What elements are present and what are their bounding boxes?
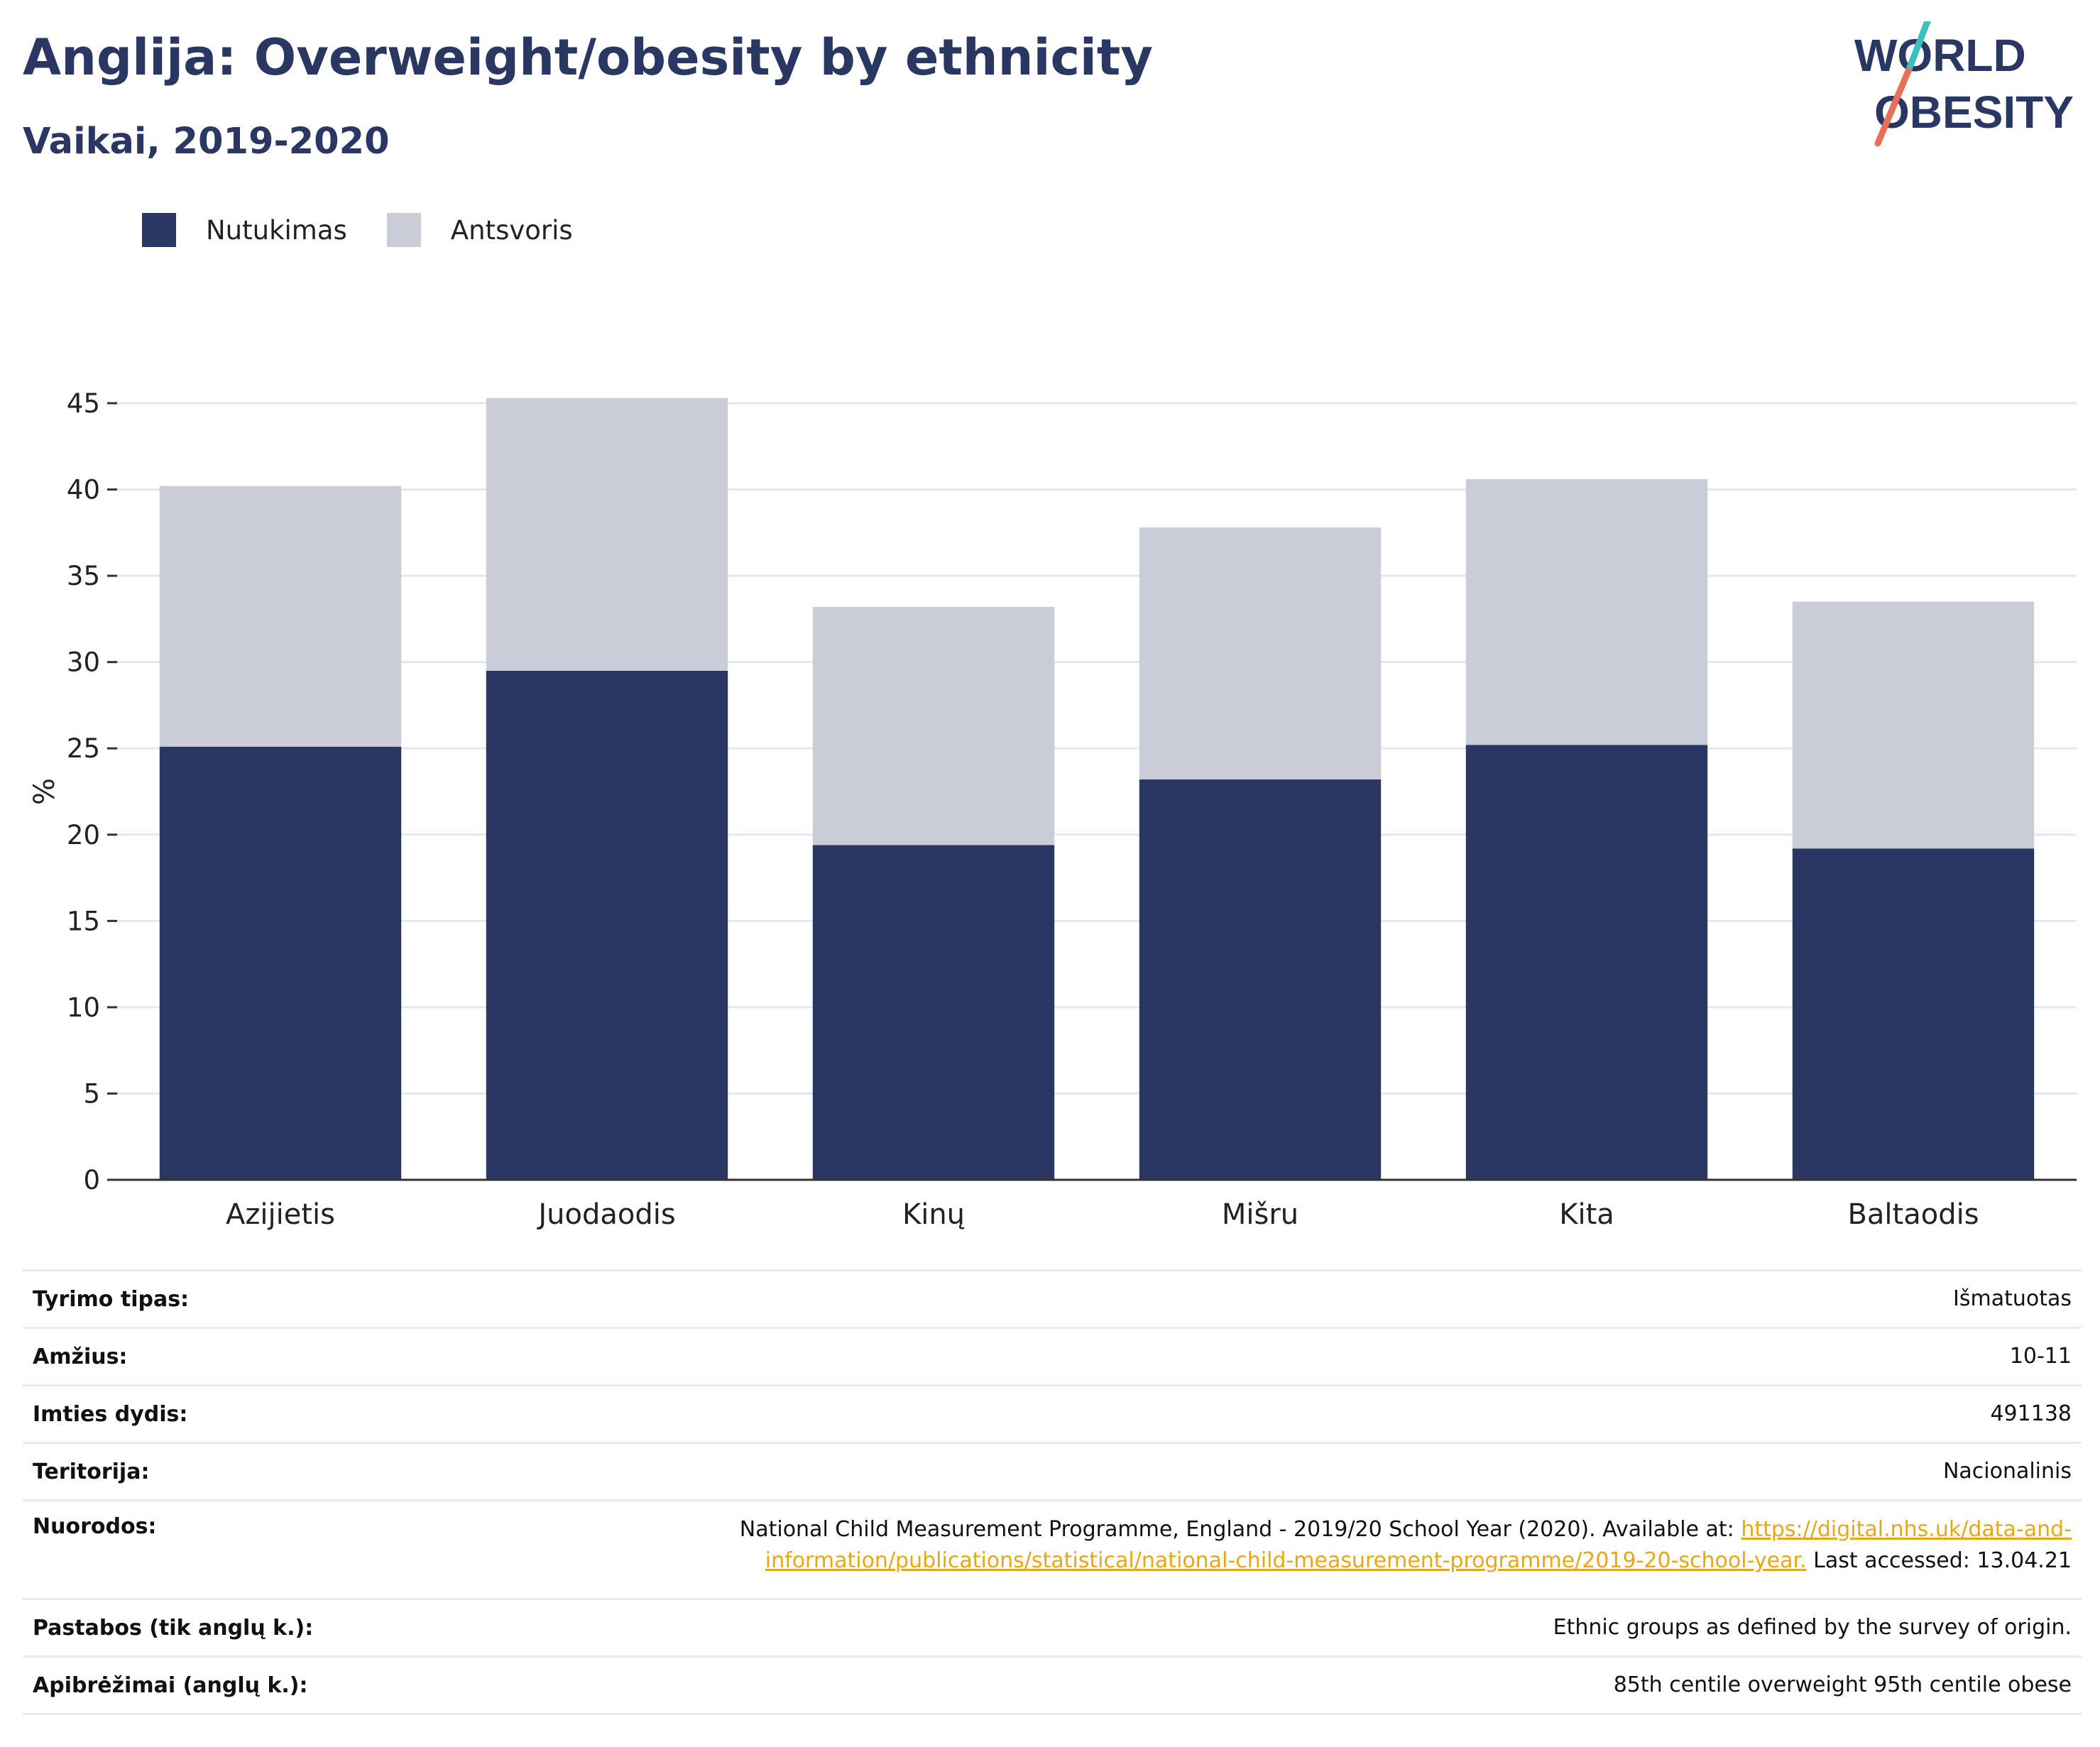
x-tick-label: Mišru <box>1222 1198 1298 1231</box>
legend-swatch-obesity <box>142 213 176 247</box>
bar-segment-obesity <box>159 746 402 1180</box>
y-tick-label: 25 <box>67 733 100 764</box>
x-tick-label: Baltaodis <box>1847 1198 1979 1231</box>
y-tick-label: 5 <box>83 1078 100 1109</box>
bar-segment-overweight <box>1792 601 2035 849</box>
x-tick-label: Kita <box>1559 1198 1614 1231</box>
y-tick-label: 20 <box>67 820 100 850</box>
bar-segment-obesity <box>486 670 728 1180</box>
info-row-age: Amžius: 10-11 <box>23 1327 2082 1386</box>
bar-segment-obesity <box>812 845 1055 1180</box>
info-label: Pastabos (tik anglų k.): <box>23 1598 398 1657</box>
reference-link[interactable]: information/publications/statistical/nat… <box>765 1548 1807 1573</box>
info-row-notes: Pastabos (tik anglų k.): Ethnic groups a… <box>23 1598 2082 1657</box>
logo-line1: WORLD <box>1854 30 2026 81</box>
info-row-definitions: Apibrėžimai (anglų k.): 85th centile ove… <box>23 1655 2082 1715</box>
reference-accessed: Last accessed: 13.04.21 <box>1806 1548 2072 1573</box>
chart-legend: Nutukimas Antsvoris <box>142 212 613 248</box>
info-label: Nuorodos: <box>23 1499 398 1599</box>
bar-segment-obesity <box>1139 779 1382 1180</box>
legend-label-overweight: Antsvoris <box>450 214 573 246</box>
bar-segment-obesity <box>1792 848 2035 1180</box>
info-table: Tyrimo tipas: Išmatuotas Amžius: 10-11 I… <box>23 1269 2082 1715</box>
y-tick-label: 30 <box>67 647 100 678</box>
y-tick-label: 40 <box>67 475 100 505</box>
legend-label-obesity: Nutukimas <box>206 214 347 246</box>
info-label: Tyrimo tipas: <box>23 1269 398 1328</box>
bar-segment-overweight <box>486 398 728 671</box>
info-value: 491138 <box>397 1384 2082 1443</box>
y-tick-label: 10 <box>67 992 100 1023</box>
stacked-bar-chart: 0 5 10 15 20 25 30 35 40 45% Azijietis Juodaodis Kin… <box>28 388 2077 1231</box>
y-tick-label: 0 <box>83 1165 100 1195</box>
logo-line2: OBESITY <box>1874 87 2074 138</box>
bar-segment-overweight <box>1465 478 1708 745</box>
info-label: Imties dydis: <box>23 1384 398 1443</box>
x-tick-label: Azijietis <box>226 1198 335 1231</box>
logo-slash-bottom <box>1874 67 1912 147</box>
x-tick-label: Kinų <box>902 1198 965 1231</box>
bar-segment-overweight <box>812 606 1055 845</box>
info-row-sample-size: Imties dydis: 491138 <box>23 1384 2082 1443</box>
y-tick-label: 35 <box>67 561 100 591</box>
world-obesity-logo: WORLD OBESITY <box>1854 21 2074 147</box>
bar-segment-overweight <box>1139 527 1382 779</box>
info-value: Nacionalinis <box>397 1442 2082 1501</box>
info-row-survey-type: Tyrimo tipas: Išmatuotas <box>23 1269 2082 1328</box>
info-value: 85th centile overweight 95th centile obe… <box>397 1655 2082 1715</box>
legend-swatch-overweight <box>386 213 421 247</box>
info-value: Išmatuotas <box>397 1269 2082 1328</box>
y-tick-label: 45 <box>67 388 100 419</box>
y-axis-label: % <box>28 778 61 805</box>
info-row-territory: Teritorija: Nacionalinis <box>23 1442 2082 1501</box>
info-value: National Child Measurement Programme, En… <box>397 1499 2082 1599</box>
legend-item-overweight[interactable]: Antsvoris <box>386 213 573 247</box>
info-label: Amžius: <box>23 1327 398 1386</box>
chart-title: Anglija: Overweight/obesity by ethnicity <box>23 28 1154 87</box>
chart-subtitle: Vaikai, 2019-2020 <box>23 121 390 163</box>
info-label: Teritorija: <box>23 1442 398 1501</box>
info-label: Apibrėžimai (anglų k.): <box>23 1655 398 1715</box>
y-tick-label: 15 <box>67 906 100 936</box>
bar-segment-obesity <box>1465 745 1708 1180</box>
legend-item-obesity[interactable]: Nutukimas <box>142 213 347 247</box>
info-value: Ethnic groups as defined by the survey o… <box>397 1598 2082 1657</box>
bar-segment-overweight <box>159 486 402 747</box>
reference-text: National Child Measurement Programme, En… <box>739 1517 1741 1542</box>
info-row-references: Nuorodos: National Child Measurement Pro… <box>23 1499 2082 1599</box>
logo-slash-top <box>1905 21 1931 75</box>
x-tick-label: Juodaodis <box>536 1198 675 1231</box>
info-value: 10-11 <box>397 1327 2082 1386</box>
reference-link[interactable]: https://digital.nhs.uk/data-and- <box>1741 1517 2072 1542</box>
